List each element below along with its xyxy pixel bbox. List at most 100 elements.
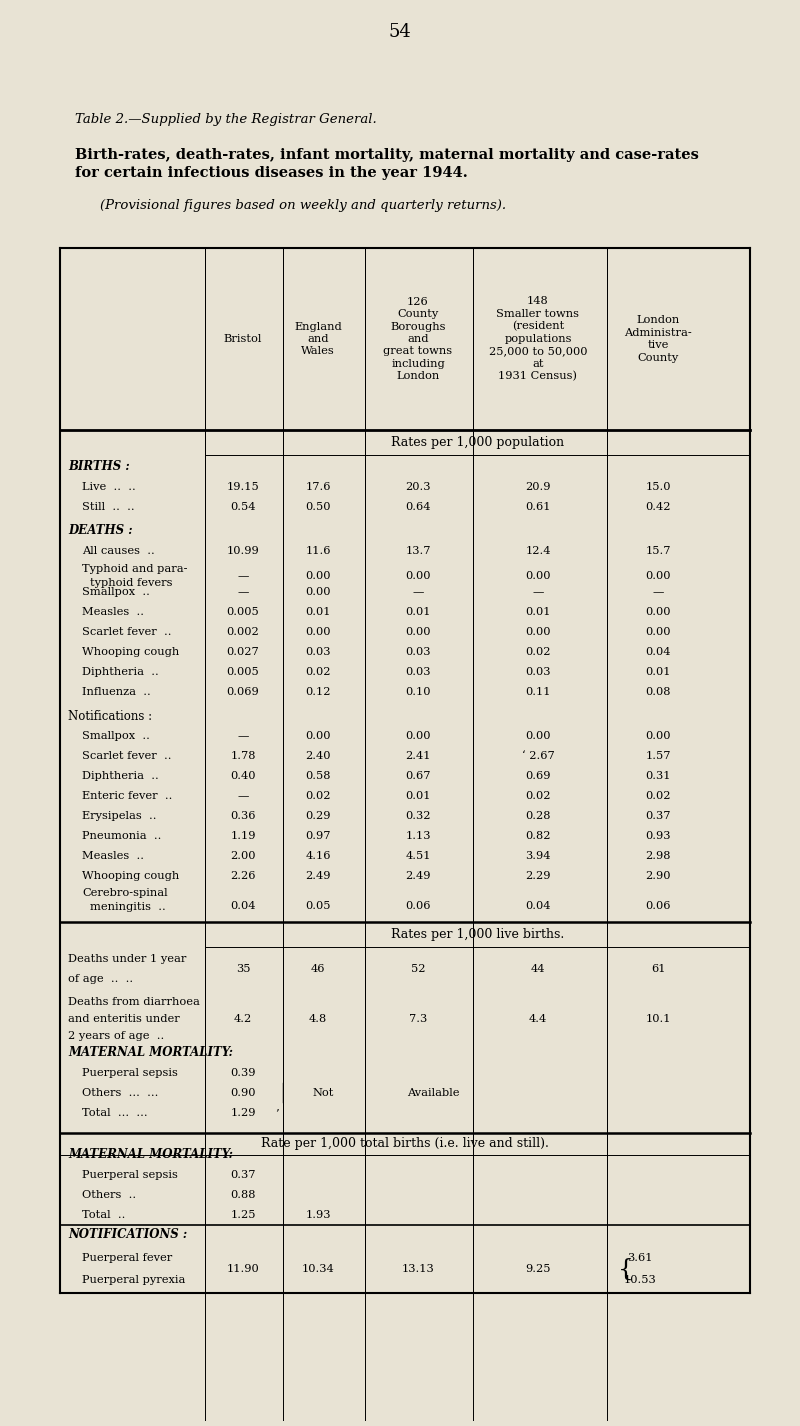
Text: 0.027: 0.027	[226, 647, 259, 657]
Text: Available: Available	[406, 1088, 459, 1098]
Text: 0.36: 0.36	[230, 811, 256, 821]
Text: 0.64: 0.64	[406, 502, 430, 512]
Text: —: —	[238, 732, 249, 742]
Text: All causes  ..: All causes ..	[82, 546, 154, 556]
Text: 0.54: 0.54	[230, 502, 256, 512]
Text: London
Administra-
tive
County: London Administra- tive County	[624, 315, 692, 362]
Text: —: —	[412, 588, 424, 597]
Text: 0.08: 0.08	[646, 687, 670, 697]
Text: Table 2.—Supplied by the Registrar General.: Table 2.—Supplied by the Registrar Gener…	[75, 114, 377, 127]
Text: BIRTHS :: BIRTHS :	[68, 461, 130, 473]
Text: 0.97: 0.97	[306, 831, 330, 841]
Text: 61: 61	[650, 964, 666, 974]
Text: Birth-rates, death-rates, infant mortality, maternal mortality and case-rates: Birth-rates, death-rates, infant mortali…	[75, 148, 699, 163]
Text: Deaths under 1 year: Deaths under 1 year	[68, 954, 186, 964]
Text: Total  ...  ...: Total ... ...	[82, 1108, 148, 1118]
Text: Measles  ..: Measles ..	[82, 851, 144, 861]
Text: Puerperal fever: Puerperal fever	[82, 1253, 172, 1263]
Text: 0.00: 0.00	[526, 732, 550, 742]
Text: 0.67: 0.67	[406, 771, 430, 781]
Text: Notifications :: Notifications :	[68, 710, 152, 723]
Text: 0.01: 0.01	[646, 667, 670, 677]
Text: 10.1: 10.1	[646, 1014, 670, 1024]
Text: England
and
Wales: England and Wales	[294, 322, 342, 356]
Text: 2.29: 2.29	[526, 871, 550, 881]
Text: 0.002: 0.002	[226, 627, 259, 637]
Text: 0.61: 0.61	[526, 502, 550, 512]
Text: 0.00: 0.00	[646, 627, 670, 637]
Text: 0.32: 0.32	[406, 811, 430, 821]
Text: Smallpox  ..: Smallpox ..	[82, 588, 150, 597]
Text: 0.06: 0.06	[406, 901, 430, 911]
Text: meningitis  ..: meningitis ..	[90, 903, 166, 913]
Text: 0.06: 0.06	[646, 901, 670, 911]
Text: 4.8: 4.8	[309, 1014, 327, 1024]
Text: 0.29: 0.29	[306, 811, 330, 821]
Text: 13.7: 13.7	[406, 546, 430, 556]
Text: Others  ...  ...: Others ... ...	[82, 1088, 158, 1098]
Text: 2.98: 2.98	[646, 851, 670, 861]
Text: 0.00: 0.00	[526, 570, 550, 580]
Text: Rates per 1,000 population: Rates per 1,000 population	[391, 436, 564, 449]
Text: (Provisional figures based on weekly and quarterly returns).: (Provisional figures based on weekly and…	[100, 198, 506, 211]
Text: 2.26: 2.26	[230, 871, 256, 881]
Text: 0.00: 0.00	[646, 570, 670, 580]
Text: 1.29: 1.29	[230, 1108, 256, 1118]
Text: 2.90: 2.90	[646, 871, 670, 881]
Text: 2.49: 2.49	[406, 871, 430, 881]
Text: —: —	[238, 570, 249, 580]
Text: 2.40: 2.40	[306, 752, 330, 761]
Text: 0.28: 0.28	[526, 811, 550, 821]
Text: 126
County
Boroughs
and
great towns
including
London: 126 County Boroughs and great towns incl…	[383, 297, 453, 381]
Text: 0.00: 0.00	[306, 627, 330, 637]
Text: Cerebro-spinal: Cerebro-spinal	[82, 888, 168, 898]
Text: 1.19: 1.19	[230, 831, 256, 841]
Text: 0.00: 0.00	[406, 732, 430, 742]
Text: 3.61: 3.61	[627, 1253, 653, 1263]
Text: 0.39: 0.39	[230, 1068, 256, 1078]
Text: 0.88: 0.88	[230, 1191, 256, 1201]
Text: 0.02: 0.02	[526, 791, 550, 801]
Text: 1.25: 1.25	[230, 1211, 256, 1221]
Text: 0.00: 0.00	[306, 570, 330, 580]
Text: Diphtheria  ..: Diphtheria ..	[82, 667, 158, 677]
Text: 0.93: 0.93	[646, 831, 670, 841]
Text: Puerperal sepsis: Puerperal sepsis	[82, 1068, 178, 1078]
Text: 0.90: 0.90	[230, 1088, 256, 1098]
Text: Rates per 1,000 live births.: Rates per 1,000 live births.	[391, 928, 564, 941]
Text: 0.02: 0.02	[526, 647, 550, 657]
Text: NOTIFICATIONS :: NOTIFICATIONS :	[68, 1229, 187, 1242]
Text: MATERNAL MORTALITY:: MATERNAL MORTALITY:	[68, 1148, 233, 1162]
Text: 0.04: 0.04	[526, 901, 550, 911]
Text: 0.00: 0.00	[406, 627, 430, 637]
Text: 0.005: 0.005	[226, 667, 259, 677]
Text: 0.00: 0.00	[526, 627, 550, 637]
Text: 0.40: 0.40	[230, 771, 256, 781]
Text: 148
Smaller towns
(resident
populations
25,000 to 50,000
at
1931 Census): 148 Smaller towns (resident populations …	[489, 297, 587, 382]
Text: ‘ 2.67: ‘ 2.67	[522, 752, 554, 761]
Text: —: —	[238, 791, 249, 801]
Text: Whooping cough: Whooping cough	[82, 647, 179, 657]
Text: Scarlet fever  ..: Scarlet fever ..	[82, 752, 171, 761]
Text: 0.02: 0.02	[646, 791, 670, 801]
Text: 0.02: 0.02	[306, 667, 330, 677]
Text: 17.6: 17.6	[306, 482, 330, 492]
Text: 0.69: 0.69	[526, 771, 550, 781]
Text: 1.93: 1.93	[306, 1211, 330, 1221]
Text: 4.51: 4.51	[406, 851, 430, 861]
Text: 0.37: 0.37	[230, 1169, 256, 1179]
Text: 0.00: 0.00	[646, 607, 670, 617]
Text: Others  ..: Others ..	[82, 1191, 136, 1201]
Text: MATERNAL MORTALITY:: MATERNAL MORTALITY:	[68, 1047, 233, 1060]
Text: Total  ..: Total ..	[82, 1211, 126, 1221]
Text: 11.6: 11.6	[306, 546, 330, 556]
Text: 44: 44	[530, 964, 546, 974]
Text: 0.11: 0.11	[526, 687, 550, 697]
Text: Not: Not	[312, 1088, 334, 1098]
Text: 46: 46	[310, 964, 326, 974]
Text: 0.05: 0.05	[306, 901, 330, 911]
Text: 3.94: 3.94	[526, 851, 550, 861]
Text: 0.01: 0.01	[526, 607, 550, 617]
Text: ’: ’	[275, 1108, 279, 1118]
Text: 10.34: 10.34	[302, 1263, 334, 1273]
